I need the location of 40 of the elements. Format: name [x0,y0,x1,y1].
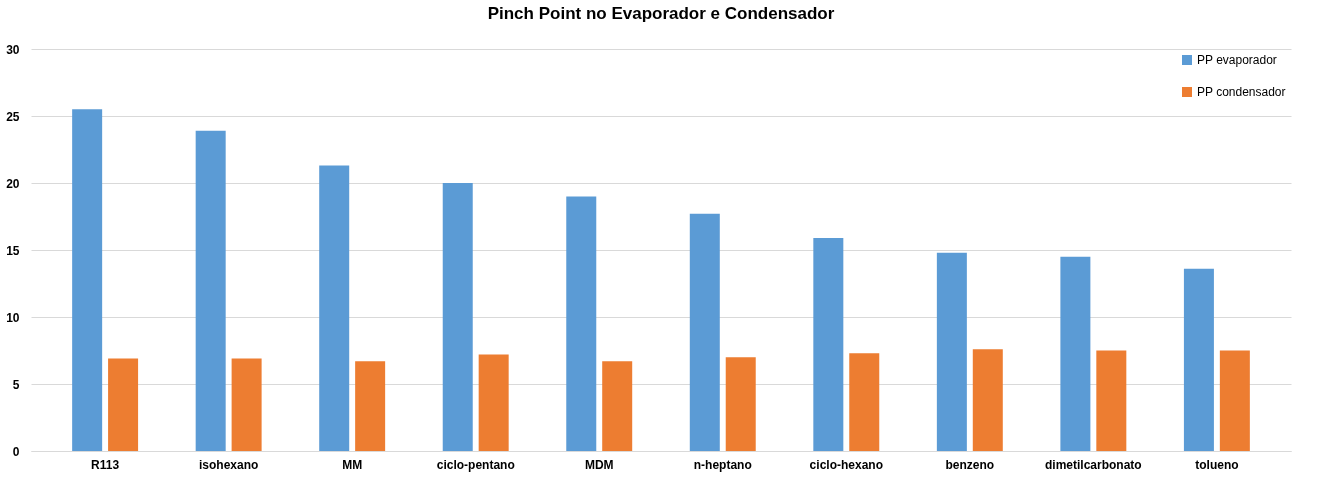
chart-title: Pinch Point no Evaporador e Condensador [487,4,835,23]
x-tick-label: R113 [91,457,120,472]
bar [355,361,386,451]
x-tick-label: tolueno [1195,457,1239,472]
bar [849,353,880,451]
bar [72,109,103,451]
y-tick-label: 5 [12,377,20,392]
legend-label: PP evaporador [1197,53,1277,67]
bar [689,213,720,451]
bar [602,361,633,451]
x-tick-label: ciclo-hexano [809,457,883,472]
y-tick-label: 15 [6,243,20,258]
bar [936,252,967,451]
bar [725,357,756,451]
x-tick-label: isohexano [198,457,259,472]
x-tick-label: dimetilcarbonato [1045,457,1142,472]
bar [1096,350,1127,451]
y-tick-label: 30 [6,42,20,57]
y-tick-label: 10 [6,310,20,325]
bar [1060,256,1091,451]
x-tick-label: MDM [584,457,614,472]
x-tick-label: n-heptano [693,457,752,472]
y-tick-label: 20 [6,176,20,191]
y-tick-label: 0 [12,444,20,459]
x-tick-label: ciclo-pentano [436,457,515,472]
bar [478,354,509,451]
bar [108,358,139,451]
bar [972,349,1003,451]
legend-label: PP condensador [1197,85,1286,99]
y-tick-label: 25 [6,109,20,124]
x-tick-label: MM [342,457,363,472]
bar [1183,268,1214,451]
bar [1219,350,1250,451]
x-tick-label: benzeno [945,457,995,472]
bar [231,358,262,451]
bar [195,130,226,451]
bar [319,165,350,451]
bar [442,183,473,451]
bar [813,237,844,451]
bar [566,196,597,451]
